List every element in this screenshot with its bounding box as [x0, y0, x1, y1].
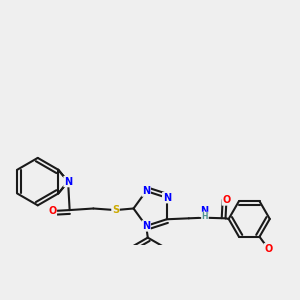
Text: N: N	[142, 186, 150, 196]
Text: O: O	[48, 206, 56, 216]
Text: O: O	[264, 244, 272, 254]
Text: N: N	[64, 177, 72, 187]
Text: S: S	[112, 205, 119, 215]
Text: N: N	[200, 206, 208, 216]
Text: N: N	[142, 221, 150, 231]
Text: O: O	[222, 195, 231, 205]
Text: H: H	[202, 212, 208, 221]
Text: N: N	[163, 193, 171, 203]
